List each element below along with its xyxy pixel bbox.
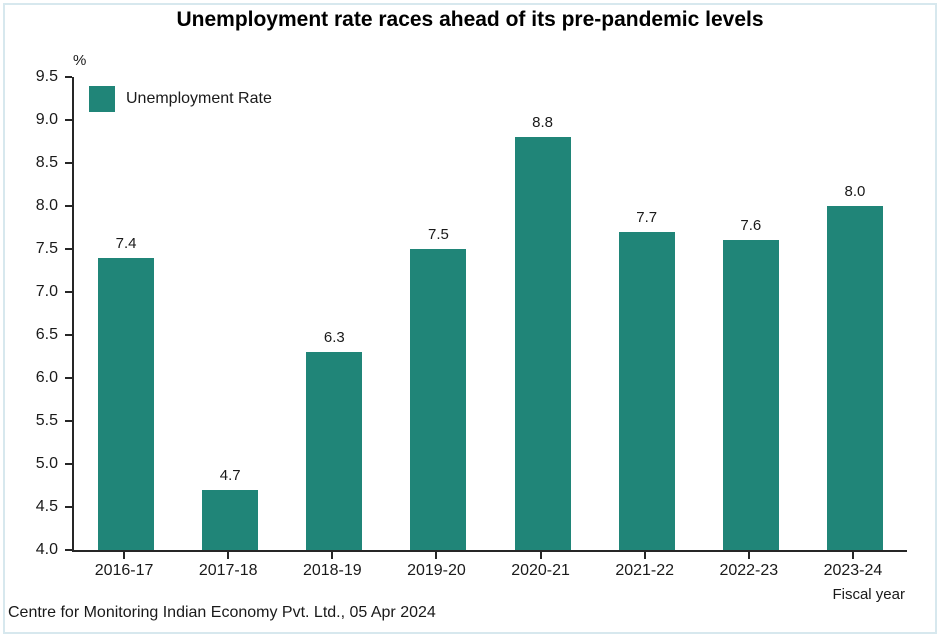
y-tick-label: 4.0 bbox=[35, 541, 58, 558]
chart-title: Unemployment rate races ahead of its pre… bbox=[176, 8, 764, 31]
source-attribution: Centre for Monitoring Indian Economy Pvt… bbox=[8, 604, 436, 621]
x-slot-2017-18: 2017-18 bbox=[176, 552, 280, 580]
bar-2019-20 bbox=[410, 249, 467, 550]
y-tick-mark bbox=[65, 119, 72, 121]
x-tick-mark bbox=[539, 552, 542, 559]
y-tick-9.5: 9.5 bbox=[36, 69, 72, 85]
x-tick-label: 2016-17 bbox=[94, 562, 154, 579]
y-tick-mark bbox=[65, 291, 72, 293]
bar-value-label: 6.3 bbox=[323, 329, 345, 347]
x-tick-label: 2017-18 bbox=[198, 562, 258, 579]
x-tick-label: 2022-23 bbox=[719, 562, 779, 579]
bar-slot-2019-20: 7.5 bbox=[386, 77, 490, 550]
bar-2022-23 bbox=[722, 240, 779, 550]
y-tick-4.0: 4.0 bbox=[36, 542, 72, 558]
x-slot-2023-24: 2023-24 bbox=[801, 552, 905, 580]
bar-slot-2021-22: 7.7 bbox=[595, 77, 699, 550]
y-axis-ticks: 9.5 9.0 8.5 8.0 7.5 7.0 6.5 6.0 5.5 5.0 4.5 4.0 bbox=[0, 69, 72, 558]
y-tick-8.5: 8.5 bbox=[36, 155, 72, 171]
x-tick-mark bbox=[435, 552, 438, 559]
legend-label: Unemployment Rate bbox=[126, 90, 272, 107]
bar-2016-17 bbox=[98, 257, 155, 550]
x-tick-label: 2018-19 bbox=[302, 562, 362, 579]
x-tick-label: 2023-24 bbox=[823, 562, 883, 579]
bar-slot-2018-19: 6.3 bbox=[282, 77, 386, 550]
y-tick-7.5: 7.5 bbox=[36, 241, 72, 257]
legend: Unemployment Rate bbox=[89, 86, 272, 112]
y-tick-4.5: 4.5 bbox=[36, 499, 72, 515]
bar-value-label: 7.4 bbox=[115, 234, 137, 252]
y-tick-mark bbox=[65, 377, 72, 379]
bar-2017-18 bbox=[202, 489, 259, 550]
bar-value-label: 7.5 bbox=[428, 226, 449, 243]
y-tick-label: 6.0 bbox=[35, 369, 58, 386]
x-tick-label: 2021-22 bbox=[615, 562, 675, 579]
y-tick-5.5: 5.5 bbox=[36, 413, 72, 429]
y-tick-mark bbox=[65, 76, 72, 78]
bar-value-label: 8.8 bbox=[532, 114, 553, 132]
x-tick-mark bbox=[123, 552, 126, 559]
y-tick-mark bbox=[65, 549, 72, 551]
bar-value-label: 8.0 bbox=[844, 183, 866, 200]
x-slot-2016-17: 2016-17 bbox=[72, 552, 176, 580]
y-tick-5.0: 5.0 bbox=[36, 456, 72, 472]
y-tick-mark bbox=[65, 248, 72, 250]
y-tick-label: 9.5 bbox=[35, 68, 58, 85]
x-axis-title: Fiscal year bbox=[832, 586, 905, 603]
y-tick-mark bbox=[65, 420, 72, 422]
bar-2020-21 bbox=[514, 137, 571, 550]
y-tick-6.0: 6.0 bbox=[36, 370, 72, 386]
x-slot-2021-22: 2021-22 bbox=[593, 552, 697, 580]
bar-value-label: 7.7 bbox=[636, 208, 658, 226]
y-tick-mark bbox=[65, 205, 72, 207]
x-tick-label: 2020-21 bbox=[511, 562, 570, 579]
x-axis-labels: 2016-17 2017-18 2018-19 2019-20 2020-21 2021-… bbox=[72, 552, 905, 580]
bar-value-label: 7.6 bbox=[740, 217, 762, 235]
bar-2021-22 bbox=[618, 231, 675, 550]
bar-value-label: 4.7 bbox=[219, 466, 241, 484]
y-tick-label: 6.5 bbox=[35, 326, 58, 343]
y-tick-label: 7.5 bbox=[35, 240, 58, 257]
x-slot-2022-23: 2022-23 bbox=[697, 552, 801, 580]
bar-2023-24 bbox=[826, 206, 883, 550]
bars: 7.4 4.7 6.3 7.5 8.8 7.7 7.6 8.0 bbox=[74, 77, 907, 550]
y-tick-mark bbox=[65, 334, 72, 336]
x-tick-mark bbox=[747, 552, 750, 559]
y-tick-6.5: 6.5 bbox=[36, 327, 72, 343]
y-tick-7.0: 7.0 bbox=[36, 284, 72, 300]
x-tick-mark bbox=[851, 552, 854, 559]
y-axis-unit-label: % bbox=[73, 52, 87, 69]
plot-area: Unemployment Rate 7.4 4.7 6.3 7.5 8.8 7.7 7.6 8… bbox=[72, 77, 907, 552]
y-tick-label: 5.5 bbox=[35, 412, 58, 429]
y-tick-9.0: 9.0 bbox=[36, 112, 72, 128]
x-slot-2020-21: 2020-21 bbox=[489, 552, 593, 580]
y-tick-mark bbox=[65, 506, 72, 508]
y-tick-label: 4.5 bbox=[35, 498, 58, 515]
y-tick-label: 9.0 bbox=[35, 111, 58, 128]
y-tick-label: 5.0 bbox=[35, 455, 58, 472]
x-tick-label: 2019-20 bbox=[407, 562, 466, 579]
x-tick-mark bbox=[331, 552, 334, 559]
y-tick-label: 8.5 bbox=[35, 154, 58, 171]
legend-swatch bbox=[89, 86, 115, 112]
y-tick-label: 8.0 bbox=[35, 197, 58, 214]
x-tick-mark bbox=[643, 552, 646, 559]
bar-slot-2023-24: 8.0 bbox=[803, 77, 907, 550]
x-slot-2019-20: 2019-20 bbox=[384, 552, 488, 580]
y-tick-mark bbox=[65, 162, 72, 164]
y-tick-mark bbox=[65, 463, 72, 465]
bar-slot-2016-17: 7.4 bbox=[74, 77, 178, 550]
bar-slot-2022-23: 7.6 bbox=[699, 77, 803, 550]
y-tick-8.0: 8.0 bbox=[36, 198, 72, 214]
y-tick-label: 7.0 bbox=[35, 283, 58, 300]
bar-2018-19 bbox=[306, 352, 363, 550]
bar-slot-2017-18: 4.7 bbox=[178, 77, 282, 550]
x-slot-2018-19: 2018-19 bbox=[280, 552, 384, 580]
x-tick-mark bbox=[227, 552, 230, 559]
bar-slot-2020-21: 8.8 bbox=[491, 77, 595, 550]
